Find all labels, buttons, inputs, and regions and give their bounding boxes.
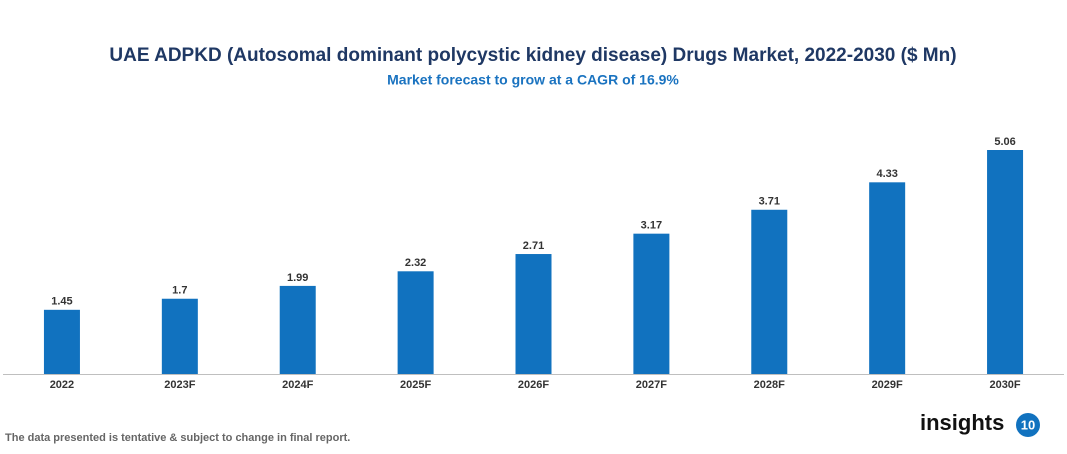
chart-subtitle: Market forecast to grow at a CAGR of 16.… <box>387 72 679 88</box>
value-label: 3.71 <box>759 196 780 208</box>
value-label: 1.7 <box>172 285 187 297</box>
value-label: 3.17 <box>641 220 662 232</box>
x-tick-label: 2027F <box>636 379 667 391</box>
logo-text: insights <box>920 410 1004 435</box>
x-tick-label: 2030F <box>989 379 1020 391</box>
bar <box>279 285 316 374</box>
bar <box>397 271 434 374</box>
logo-number: 10 <box>1021 417 1035 432</box>
bar <box>987 150 1024 374</box>
bar <box>43 309 80 374</box>
x-tick-label: 2022 <box>50 379 74 391</box>
bar <box>869 182 906 374</box>
value-label: 2.71 <box>523 240 544 252</box>
x-tick-label: 2026F <box>518 379 549 391</box>
logo-circle <box>1016 413 1040 437</box>
x-tick-label: 2023F <box>164 379 195 391</box>
x-tick-label: 2029F <box>872 379 903 391</box>
chart-title: UAE ADPKD (Autosomal dominant polycystic… <box>109 45 956 66</box>
value-label: 1.99 <box>287 272 308 284</box>
bar <box>515 254 552 374</box>
value-label: 5.06 <box>994 136 1015 148</box>
x-tick-label: 2024F <box>282 379 313 391</box>
value-label: 4.33 <box>876 168 897 180</box>
x-tick-label: 2025F <box>400 379 431 391</box>
value-label: 1.45 <box>51 296 72 308</box>
bar <box>633 233 670 374</box>
footer-note: The data presented is tentative & subjec… <box>5 432 350 444</box>
x-tick-label: 2028F <box>754 379 785 391</box>
bar <box>751 209 788 374</box>
value-label: 2.32 <box>405 257 426 269</box>
bar <box>161 298 198 374</box>
